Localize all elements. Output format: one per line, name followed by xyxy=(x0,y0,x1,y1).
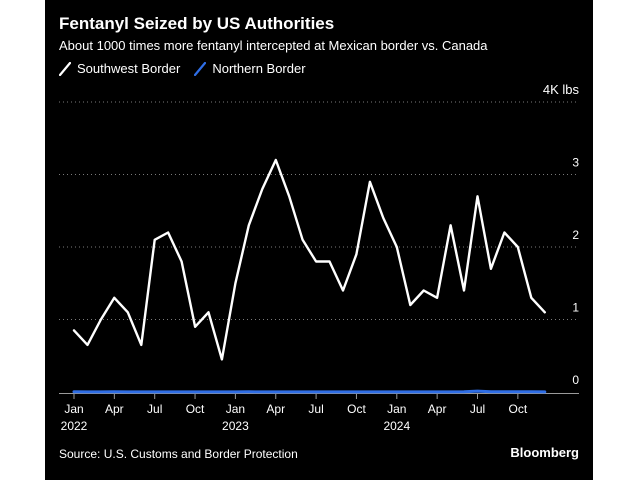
x-tick-year-label: 2023 xyxy=(222,419,249,433)
legend-label-northern: Northern Border xyxy=(212,61,306,76)
legend: Southwest Border Northern Border xyxy=(59,61,320,76)
legend-item-southwest: Southwest Border xyxy=(59,61,180,76)
line-chart: 0 1 2 3 Jan 2022 Apr Jul Oct Jan 2023 Apr Jul Oct Jan 2… xyxy=(59,101,579,433)
x-tick-year-label: 2022 xyxy=(61,419,88,433)
y-tick-label: 1 xyxy=(572,301,579,315)
legend-swatch-northern xyxy=(194,61,207,76)
x-tick-year-label: 2024 xyxy=(383,419,410,433)
x-tick-label: Apr xyxy=(105,402,124,416)
y-tick-label: 2 xyxy=(572,228,579,242)
x-tick-label: Oct xyxy=(509,402,528,416)
x-tick-label: Apr xyxy=(266,402,285,416)
x-tick-label: Oct xyxy=(186,402,205,416)
x-tick-label: Jul xyxy=(147,402,162,416)
chart-title: Fentanyl Seized by US Authorities xyxy=(59,14,335,33)
legend-swatch-southwest xyxy=(59,61,71,76)
x-tick-label: Apr xyxy=(428,402,447,416)
y-tick-label: 0 xyxy=(572,373,579,387)
x-tick-label: Oct xyxy=(347,402,366,416)
bloomberg-logo: Bloomberg xyxy=(510,445,579,460)
legend-label-southwest: Southwest Border xyxy=(77,61,181,76)
x-tick-label: Jan xyxy=(226,402,245,416)
x-tick-label: Jan xyxy=(64,402,83,416)
y-axis-unit-label: 4K lbs xyxy=(542,82,579,97)
series-line-northern-border xyxy=(72,389,547,394)
chart-subtitle: About 1000 times more fentanyl intercept… xyxy=(59,38,488,53)
y-tick-label: 3 xyxy=(572,156,579,170)
x-tick-label: Jan xyxy=(387,402,406,416)
x-tick-label: Jul xyxy=(470,402,485,416)
legend-item-northern: Northern Border xyxy=(194,61,306,76)
chart-panel: Fentanyl Seized by US Authorities About … xyxy=(45,0,593,480)
series-line-southwest-border xyxy=(72,158,546,361)
source-note: Source: U.S. Customs and Border Protecti… xyxy=(59,447,298,461)
x-tick-label: Jul xyxy=(308,402,323,416)
